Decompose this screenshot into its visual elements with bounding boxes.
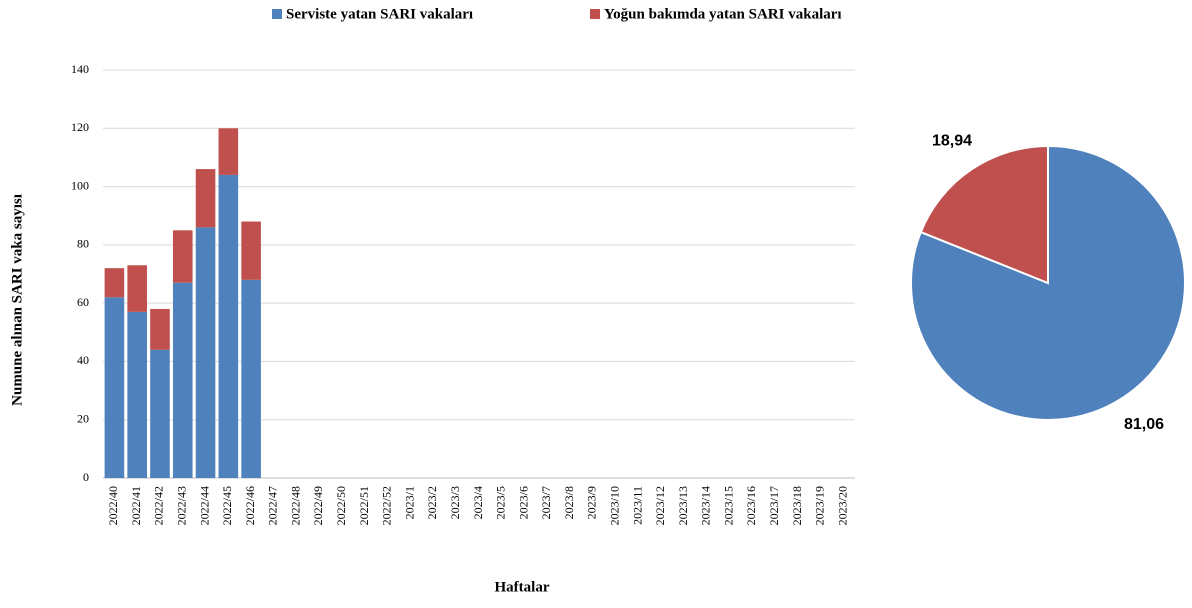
x-tick-label: 2023/20 [835, 486, 849, 525]
x-axis-title: Haftalar [495, 579, 550, 595]
x-tick-label: 2023/16 [744, 486, 758, 525]
x-tick-label: 2022/48 [288, 486, 302, 525]
bar [241, 221, 261, 280]
bar [172, 282, 193, 478]
x-tick-label: 2023/11 [630, 486, 644, 525]
x-tick-label: 2023/6 [516, 486, 530, 519]
legend-swatch [272, 9, 282, 19]
x-tick-label: 2022/47 [266, 486, 280, 525]
x-tick-label: 2022/41 [129, 486, 143, 525]
x-tick-label: 2023/10 [607, 486, 621, 525]
bar [104, 268, 125, 298]
y-tick-label: 60 [77, 295, 89, 309]
y-tick-label: 100 [71, 178, 89, 192]
y-tick-label: 140 [71, 62, 89, 76]
bar [218, 128, 239, 175]
x-tick-label: 2023/13 [676, 486, 690, 525]
x-tick-label: 2023/18 [790, 486, 804, 525]
x-tick-label: 2023/5 [494, 486, 508, 519]
x-tick-label: 2023/4 [471, 486, 485, 519]
legend-label: Serviste yatan SARI vakaları [286, 6, 473, 22]
pie-slice [919, 144, 1049, 285]
y-tick-label: 120 [71, 120, 89, 134]
x-tick-label: 2022/45 [220, 486, 234, 525]
x-tick-label: 2023/19 [813, 486, 827, 525]
x-tick-label: 2023/15 [721, 486, 735, 525]
bar [218, 174, 239, 478]
y-axis-title: Numune alınan SARI vaka sayısı [9, 194, 25, 406]
x-tick-label: 2022/49 [311, 486, 325, 525]
x-tick-label: 2022/43 [175, 486, 189, 525]
y-tick-label: 40 [77, 353, 89, 367]
data-label: 18,94 [932, 132, 972, 149]
y-tick-label: 0 [83, 470, 89, 484]
bar [195, 227, 216, 478]
x-tick-label: 2023/12 [653, 486, 667, 525]
bar [127, 311, 147, 478]
x-tick-label: 2022/46 [243, 486, 257, 525]
x-tick-label: 2022/52 [380, 486, 394, 525]
x-tick-label: 2023/7 [539, 486, 553, 519]
bar [150, 308, 170, 350]
x-tick-label: 2023/17 [767, 486, 781, 525]
x-tick-label: 2023/2 [425, 486, 439, 519]
bar [241, 279, 261, 478]
x-tick-label: 2022/51 [357, 486, 371, 525]
x-tick-label: 2022/42 [152, 486, 166, 525]
x-tick-label: 2023/1 [402, 486, 416, 519]
legend-label: Yoğun bakımda yatan SARI vakaları [604, 6, 842, 22]
legend-swatch [590, 9, 600, 19]
bar [104, 297, 125, 478]
bar [195, 169, 216, 228]
x-tick-label: 2022/40 [106, 486, 120, 525]
bar [172, 230, 193, 283]
x-tick-label: 2022/44 [197, 486, 211, 525]
x-tick-label: 2022/50 [334, 486, 348, 525]
bar [150, 349, 170, 478]
y-tick-label: 20 [77, 411, 89, 425]
data-label: 81,06 [1124, 416, 1164, 433]
x-tick-label: 2023/3 [448, 486, 462, 519]
y-tick-label: 80 [77, 237, 89, 251]
x-tick-label: 2023/14 [699, 486, 713, 525]
x-tick-label: 2023/9 [585, 486, 599, 519]
bar [127, 265, 147, 312]
x-tick-label: 2023/8 [562, 486, 576, 519]
